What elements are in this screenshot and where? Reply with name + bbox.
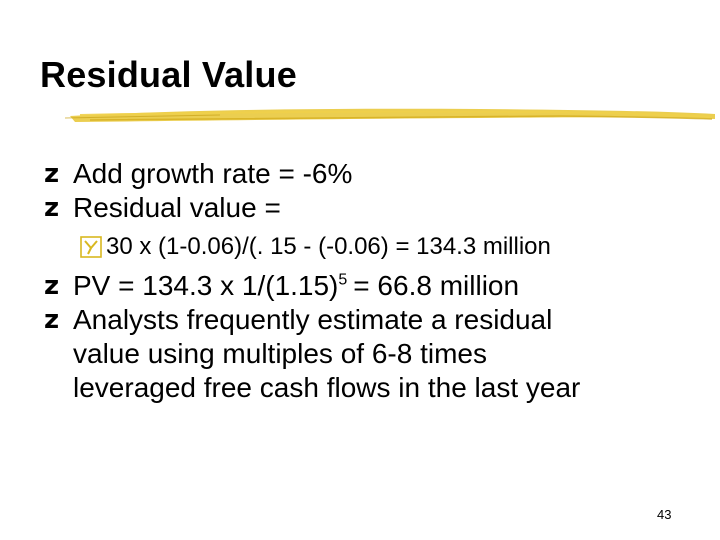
bullet-residual-value: z Residual value = [44, 191, 704, 225]
sub-bullet-text: 30 x (1-0.06)/(. 15 - (-0.06) = 134.3 mi… [106, 233, 551, 260]
pv-result: = 66.8 million [353, 270, 520, 301]
bullet-text: Residual value = [73, 192, 281, 223]
sub-bullet-calculation: 30 x (1-0.06)/(. 15 - (-0.06) = 134.3 mi… [44, 233, 704, 261]
bullet-marker-icon: z [44, 159, 60, 189]
bullet-text: Add growth rate = -6% [73, 158, 353, 189]
page-number: 43 [657, 507, 672, 522]
analyst-line: Analysts frequently estimate a residual [73, 304, 553, 335]
checkbox-y-icon [80, 236, 102, 258]
bullet-growth-rate: z Add growth rate = -6% [44, 157, 704, 191]
bullet-marker-icon: z [44, 271, 60, 301]
analyst-line: value using multiples of 6-8 times [73, 338, 487, 369]
bullet-marker-icon: z [44, 193, 60, 223]
pv-text: PV = 134.3 x 1/(1.15) [73, 270, 339, 301]
title-underline-brushstroke [64, 108, 715, 122]
bullet-analysts: z Analysts frequently estimate a residua… [44, 303, 704, 405]
bullet-pv: z PV = 134.3 x 1/(1.15)5 = 66.8 million [44, 269, 704, 303]
pv-exponent: 5 [338, 271, 348, 289]
bullet-marker-icon: z [44, 305, 60, 335]
analyst-line: leveraged free cash flows in the last ye… [73, 372, 581, 403]
slide-title: Residual Value [40, 54, 297, 95]
bullet-list: z Add growth rate = -6% z Residual value… [44, 157, 704, 405]
